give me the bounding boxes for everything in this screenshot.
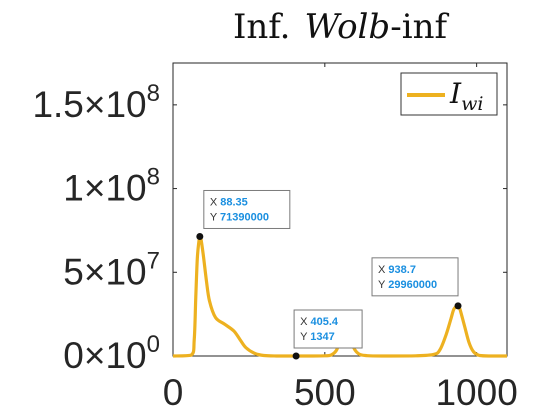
- datatip[interactable]: X 405.4 Y 1347: [292, 309, 363, 360]
- datatip[interactable]: X 938.7 Y 29960000: [371, 257, 462, 310]
- datatip-y-row: Y 29960000: [378, 279, 437, 291]
- x-tick-label: 1000: [435, 372, 517, 413]
- legend-box: [400, 72, 498, 116]
- datatip-box: [371, 257, 459, 297]
- datatip-x-row: X 405.4: [300, 316, 339, 328]
- datatip-y-row: Y 1347: [300, 331, 335, 343]
- datatip-marker[interactable]: [292, 352, 300, 360]
- legend-entry: Iwi: [449, 77, 483, 115]
- legend: Iwi: [400, 72, 498, 116]
- datatip-x-row: X 938.7: [378, 264, 416, 276]
- chart-title: Inf. Wolb-inf: [233, 7, 450, 47]
- y-tick-label: 0×100: [63, 331, 160, 376]
- x-tick-label: 500: [294, 372, 356, 413]
- datatips-layer: X 88.35 Y 71390000 X 405.4 Y 1347 X 938.7 Y 2…: [196, 189, 462, 360]
- datatip-marker[interactable]: [196, 232, 204, 240]
- title-part-1: Inf.: [233, 7, 291, 47]
- legend-subscript: wi: [461, 93, 483, 115]
- legend-symbol: I: [449, 77, 462, 110]
- datatip-y-row: Y 71390000: [210, 211, 269, 223]
- datatip-x-row: X 88.35: [210, 196, 248, 208]
- datatip[interactable]: X 88.35 Y 71390000: [196, 189, 291, 240]
- title-part-3: -inf: [390, 7, 449, 47]
- title-part-2: Wolb: [304, 7, 390, 47]
- datatip-box: [293, 309, 363, 349]
- y-tick-label: 1×108: [63, 164, 160, 209]
- y-tick-label: 5×107: [63, 247, 160, 292]
- axes: 0 500 1000 0×100 5×107 1×108 1.5×108: [32, 62, 518, 413]
- datatip-marker[interactable]: [454, 302, 462, 310]
- axes-box: [172, 62, 508, 357]
- y-tick-label: 1.5×108: [32, 80, 160, 125]
- datatip-box: [203, 189, 291, 229]
- x-tick-label: 0: [163, 372, 184, 413]
